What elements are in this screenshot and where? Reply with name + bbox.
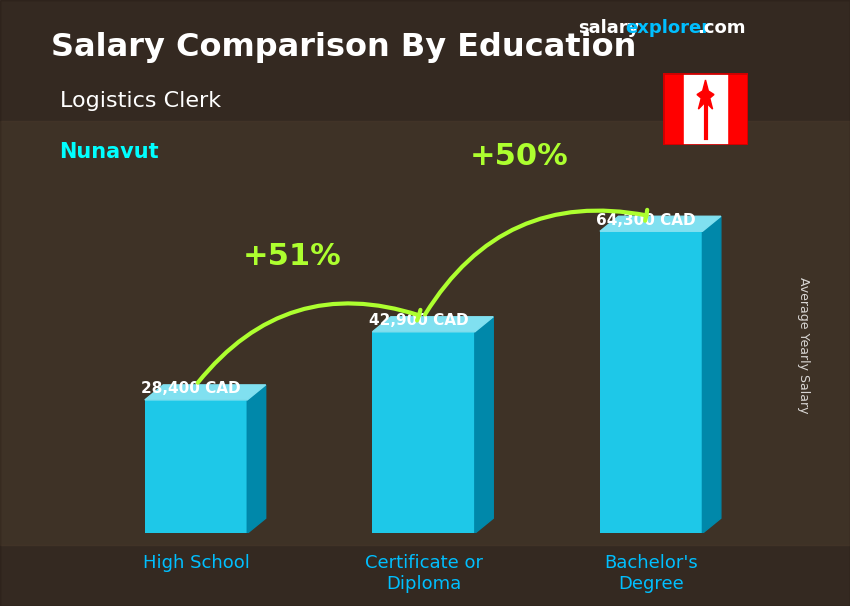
Polygon shape bbox=[144, 385, 266, 400]
Polygon shape bbox=[372, 317, 493, 332]
Text: Salary Comparison By Education: Salary Comparison By Education bbox=[51, 32, 637, 62]
Text: +50%: +50% bbox=[470, 142, 569, 171]
Bar bbox=[663, 73, 684, 145]
Bar bbox=[727, 73, 748, 145]
Text: salary: salary bbox=[578, 19, 639, 37]
Text: 64,300 CAD: 64,300 CAD bbox=[597, 213, 696, 227]
Polygon shape bbox=[702, 216, 721, 533]
Text: Average Yearly Salary: Average Yearly Salary bbox=[796, 277, 810, 414]
Text: .com: .com bbox=[697, 19, 745, 37]
Text: Nunavut: Nunavut bbox=[60, 142, 159, 162]
Text: explorer: explorer bbox=[625, 19, 710, 37]
Polygon shape bbox=[697, 80, 714, 109]
Polygon shape bbox=[247, 385, 266, 533]
Text: Logistics Clerk: Logistics Clerk bbox=[60, 92, 221, 112]
Polygon shape bbox=[600, 216, 721, 231]
Polygon shape bbox=[475, 317, 493, 533]
Bar bbox=[0, 121, 850, 545]
Text: 42,900 CAD: 42,900 CAD bbox=[369, 313, 468, 328]
Text: +51%: +51% bbox=[242, 242, 341, 271]
FancyBboxPatch shape bbox=[144, 400, 247, 533]
Bar bbox=[684, 73, 727, 145]
FancyBboxPatch shape bbox=[600, 231, 702, 533]
Text: 28,400 CAD: 28,400 CAD bbox=[141, 381, 241, 396]
FancyBboxPatch shape bbox=[372, 332, 475, 533]
